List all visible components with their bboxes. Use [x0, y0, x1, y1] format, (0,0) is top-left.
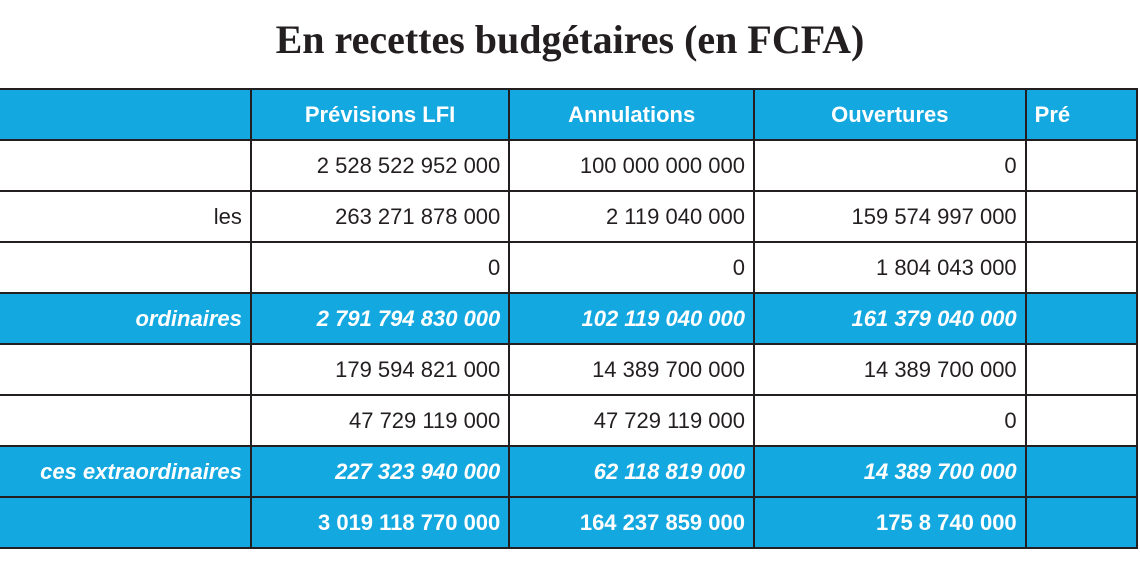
cell-previsions: 47 729 119 000 [249, 394, 511, 447]
row-label [0, 241, 252, 294]
cell-truncated [1024, 190, 1139, 243]
cell-previsions: 2 791 794 830 000 [249, 292, 511, 345]
cell-truncated [1024, 445, 1139, 498]
row-label [0, 394, 252, 447]
row-label [0, 496, 252, 549]
cell-annulations: 164 237 859 000 [508, 496, 755, 549]
cell-annulations: 62 118 819 000 [508, 445, 755, 498]
cell-truncated [1024, 292, 1139, 345]
header-cell-label [0, 88, 252, 141]
cell-annulations: 2 119 040 000 [508, 190, 755, 243]
cell-truncated [1024, 394, 1139, 447]
row-label: ordinaires [0, 292, 252, 345]
row-label: les [0, 190, 252, 243]
cell-previsions: 0 [249, 241, 511, 294]
total-row: 3 019 118 770 000 164 237 859 000 175 8 74… [0, 496, 1139, 549]
cell-ouvertures: 1 804 043 000 [753, 241, 1027, 294]
cell-previsions: 227 323 940 000 [249, 445, 511, 498]
cell-ouvertures: 0 [753, 394, 1027, 447]
table-row: 47 729 119 000 47 729 119 000 0 [0, 394, 1139, 447]
cell-annulations: 14 389 700 000 [508, 343, 755, 396]
row-label: ces extraordinaires [0, 445, 252, 498]
cell-previsions: 263 271 878 000 [249, 190, 511, 243]
cell-previsions: 3 019 118 770 000 [249, 496, 511, 549]
budget-table: Prévisions LFI Annulations Ouvertures Pr… [0, 88, 1139, 549]
cell-annulations: 100 000 000 000 [508, 139, 755, 192]
row-label [0, 343, 252, 396]
table-row: 2 528 522 952 000 100 000 000 000 0 [0, 139, 1139, 192]
header-cell-ouvertures: Ouvertures [753, 88, 1027, 141]
row-label [0, 139, 252, 192]
subtotal-row: ces extraordinaires 227 323 940 000 62 118… [0, 445, 1139, 498]
budget-table-container: Prévisions LFI Annulations Ouvertures Pr… [0, 88, 1140, 558]
subtotal-row: ordinaires 2 791 794 830 000 102 119 040 0… [0, 292, 1139, 345]
cell-ouvertures: 14 389 700 000 [753, 445, 1027, 498]
cell-ouvertures: 159 574 997 000 [753, 190, 1027, 243]
header-cell-previsions: Prévisions LFI [249, 88, 511, 141]
table-title: En recettes budgétaires (en FCFA) [275, 17, 865, 62]
cell-truncated [1024, 496, 1139, 549]
cell-ouvertures: 161 379 040 000 [753, 292, 1027, 345]
cell-truncated [1024, 241, 1139, 294]
cell-annulations: 0 [508, 241, 755, 294]
cell-ouvertures: 175 8 740 000 [753, 496, 1027, 549]
header-cell-annulations: Annulations [508, 88, 755, 141]
header-row: Prévisions LFI Annulations Ouvertures Pr… [0, 88, 1139, 141]
table-row: les 263 271 878 000 2 119 040 000 159 574 9… [0, 190, 1139, 243]
cell-previsions: 2 528 522 952 000 [249, 139, 511, 192]
table-row: 179 594 821 000 14 389 700 000 14 389 700 … [0, 343, 1139, 396]
cell-annulations: 47 729 119 000 [508, 394, 755, 447]
cell-ouvertures: 14 389 700 000 [753, 343, 1027, 396]
cell-ouvertures: 0 [753, 139, 1027, 192]
cell-annulations: 102 119 040 000 [508, 292, 755, 345]
cell-truncated [1024, 139, 1139, 192]
cell-truncated [1024, 343, 1139, 396]
cell-previsions: 179 594 821 000 [249, 343, 511, 396]
header-cell-truncated: Pré [1024, 88, 1139, 141]
